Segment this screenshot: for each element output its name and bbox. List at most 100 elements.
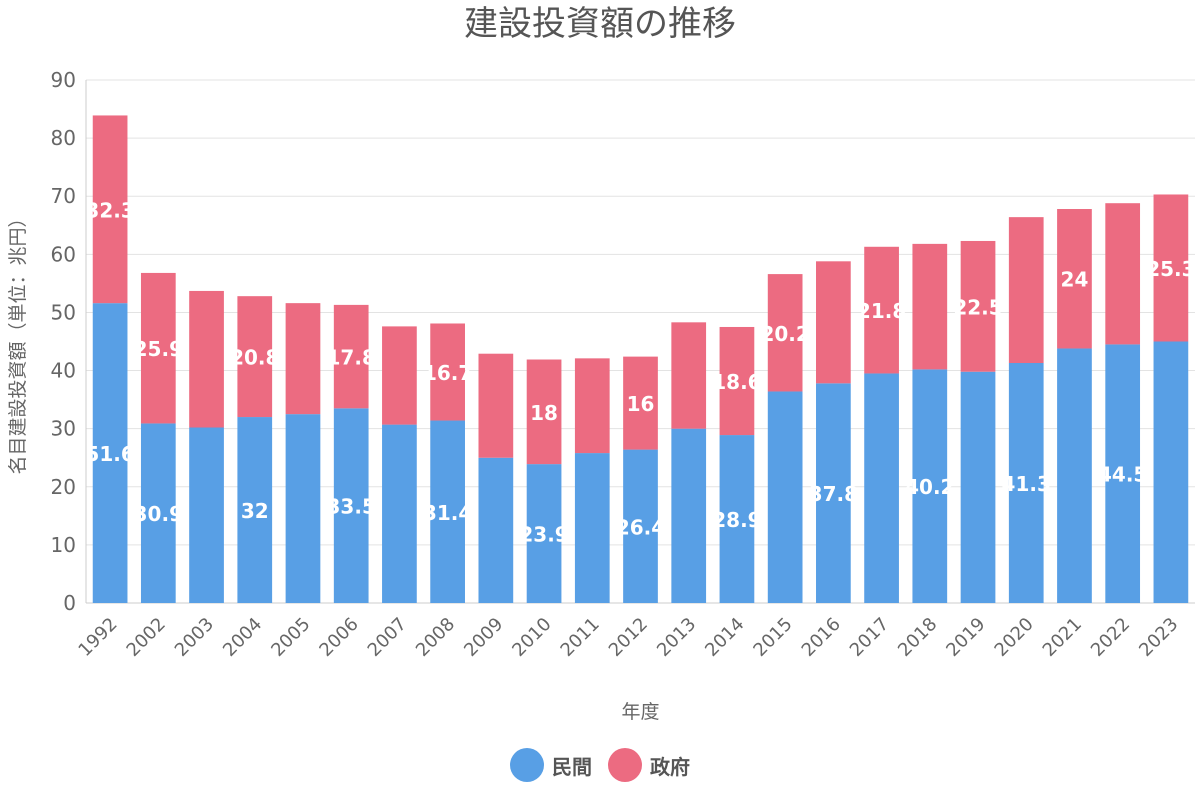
bar-government-2010[interactable] — [526, 359, 562, 465]
data-label-government: 21.8 — [857, 299, 906, 323]
x-tick-label: 2013 — [653, 614, 700, 661]
x-tick-label: 2020 — [991, 614, 1038, 661]
bar-private-2013[interactable] — [671, 428, 707, 603]
chart-title: 建設投資額の推移 — [464, 4, 736, 44]
data-label-private: 32 — [241, 499, 269, 523]
bar-private-2017[interactable] — [864, 373, 899, 603]
x-tick-label: 2018 — [894, 614, 941, 661]
bar-private-2010[interactable] — [526, 464, 562, 603]
data-label-government: 18.6 — [712, 370, 761, 394]
x-tick-label: 2003 — [171, 614, 218, 661]
bar-private-2023[interactable] — [1153, 341, 1189, 604]
bar-private-2016[interactable] — [816, 383, 851, 603]
bar-private-2018[interactable] — [912, 369, 948, 603]
bar-government-2004[interactable] — [237, 296, 273, 418]
data-label-private: 41.3 — [1002, 472, 1051, 496]
bar-government-2016[interactable] — [816, 261, 851, 384]
data-label-private: 26.4 — [616, 515, 665, 539]
x-tick-label: 1992 — [74, 614, 121, 661]
data-label-private: 33.5 — [327, 495, 376, 519]
legend-item-government[interactable]: 政府 — [608, 748, 690, 782]
x-tick-label: 2002 — [123, 614, 170, 661]
x-tick-label: 2017 — [846, 614, 893, 661]
data-label-government: 16.7 — [423, 361, 472, 385]
bar-private-2002[interactable] — [140, 423, 176, 603]
data-label-government: 18 — [530, 401, 558, 425]
x-tick-label: 2010 — [508, 614, 555, 661]
bar-private-2004[interactable] — [237, 417, 273, 603]
x-tick-label: 2023 — [1135, 614, 1182, 661]
bar-private-2019[interactable] — [960, 371, 996, 603]
bar-government-2017[interactable] — [864, 246, 899, 374]
bar-government-1992[interactable] — [92, 115, 128, 304]
x-tick-label: 2015 — [749, 614, 796, 661]
data-label-government: 17.8 — [327, 346, 376, 370]
legend-label-private: 民間 — [552, 754, 592, 779]
x-tick-label: 2022 — [1087, 614, 1134, 661]
legend-swatch-private — [510, 748, 544, 782]
x-tick-label: 2006 — [315, 614, 362, 661]
y-tick-label: 40 — [51, 359, 76, 383]
legend-item-private[interactable]: 民間 — [510, 748, 592, 782]
bar-government-2009[interactable] — [478, 353, 514, 458]
bar-government-2020[interactable] — [1008, 217, 1044, 364]
data-label-private: 44.5 — [1098, 463, 1147, 487]
x-tick-label: 2019 — [942, 614, 989, 661]
data-label-government: 20.2 — [760, 322, 809, 346]
x-tick-label: 2016 — [798, 614, 845, 661]
x-tick-label: 2004 — [219, 614, 266, 661]
y-tick-label: 0 — [63, 591, 76, 615]
bar-government-2014[interactable] — [719, 326, 755, 436]
x-tick-label: 2011 — [557, 614, 604, 661]
bar-government-2021[interactable] — [1057, 209, 1092, 349]
y-tick-label: 50 — [51, 300, 76, 324]
bar-government-2018[interactable] — [912, 243, 948, 370]
bar-government-2007[interactable] — [382, 326, 417, 425]
bar-government-2008[interactable] — [430, 323, 465, 421]
legend: 民間 政府 — [0, 748, 1200, 782]
data-label-government: 24 — [1061, 268, 1089, 292]
data-label-private: 31.4 — [423, 501, 472, 525]
bar-private-2008[interactable] — [430, 420, 465, 603]
bar-government-2012[interactable] — [623, 356, 658, 450]
bar-government-2015[interactable] — [767, 274, 803, 392]
bar-private-2022[interactable] — [1105, 344, 1141, 603]
bar-government-2023[interactable] — [1153, 194, 1189, 342]
bar-private-1992[interactable] — [92, 303, 128, 603]
bar-private-2021[interactable] — [1057, 348, 1092, 603]
bar-government-2019[interactable] — [960, 240, 996, 372]
bar-private-2012[interactable] — [623, 449, 658, 603]
bar-government-2006[interactable] — [333, 304, 369, 409]
bar-government-2002[interactable] — [140, 272, 176, 424]
y-tick-label: 30 — [51, 417, 76, 441]
y-axis-title: 名目建設投資額（単位：兆円） — [7, 208, 29, 474]
y-tick-label: 70 — [51, 184, 76, 208]
data-label-private: 28.9 — [712, 508, 761, 532]
x-tick-label: 2008 — [412, 614, 459, 661]
data-label-private: 37.8 — [809, 482, 858, 506]
bar-government-2013[interactable] — [671, 322, 707, 429]
data-label-private: 40.2 — [905, 475, 954, 499]
bar-government-2011[interactable] — [574, 358, 610, 454]
bar-private-2003[interactable] — [189, 427, 224, 603]
data-label-private: 30.9 — [134, 502, 183, 526]
bar-private-2014[interactable] — [719, 435, 755, 603]
bar-private-2020[interactable] — [1008, 363, 1044, 603]
x-tick-label: 2014 — [701, 614, 748, 661]
x-tick-label: 2021 — [1039, 614, 1086, 661]
bar-government-2022[interactable] — [1105, 203, 1141, 345]
bar-private-2007[interactable] — [382, 424, 417, 603]
x-tick-label: 2005 — [267, 614, 314, 661]
bar-private-2011[interactable] — [574, 453, 610, 603]
bar-government-2005[interactable] — [285, 303, 321, 415]
bar-government-2003[interactable] — [189, 290, 224, 428]
x-tick-label: 2012 — [605, 614, 652, 661]
bar-private-2015[interactable] — [767, 391, 803, 603]
data-label-government: 25.9 — [134, 337, 183, 361]
x-axis-title: 年度 — [621, 701, 659, 723]
bar-private-2009[interactable] — [478, 457, 514, 603]
bar-private-2005[interactable] — [285, 414, 321, 603]
data-label-government: 16 — [627, 392, 655, 416]
bar-private-2006[interactable] — [333, 408, 369, 603]
